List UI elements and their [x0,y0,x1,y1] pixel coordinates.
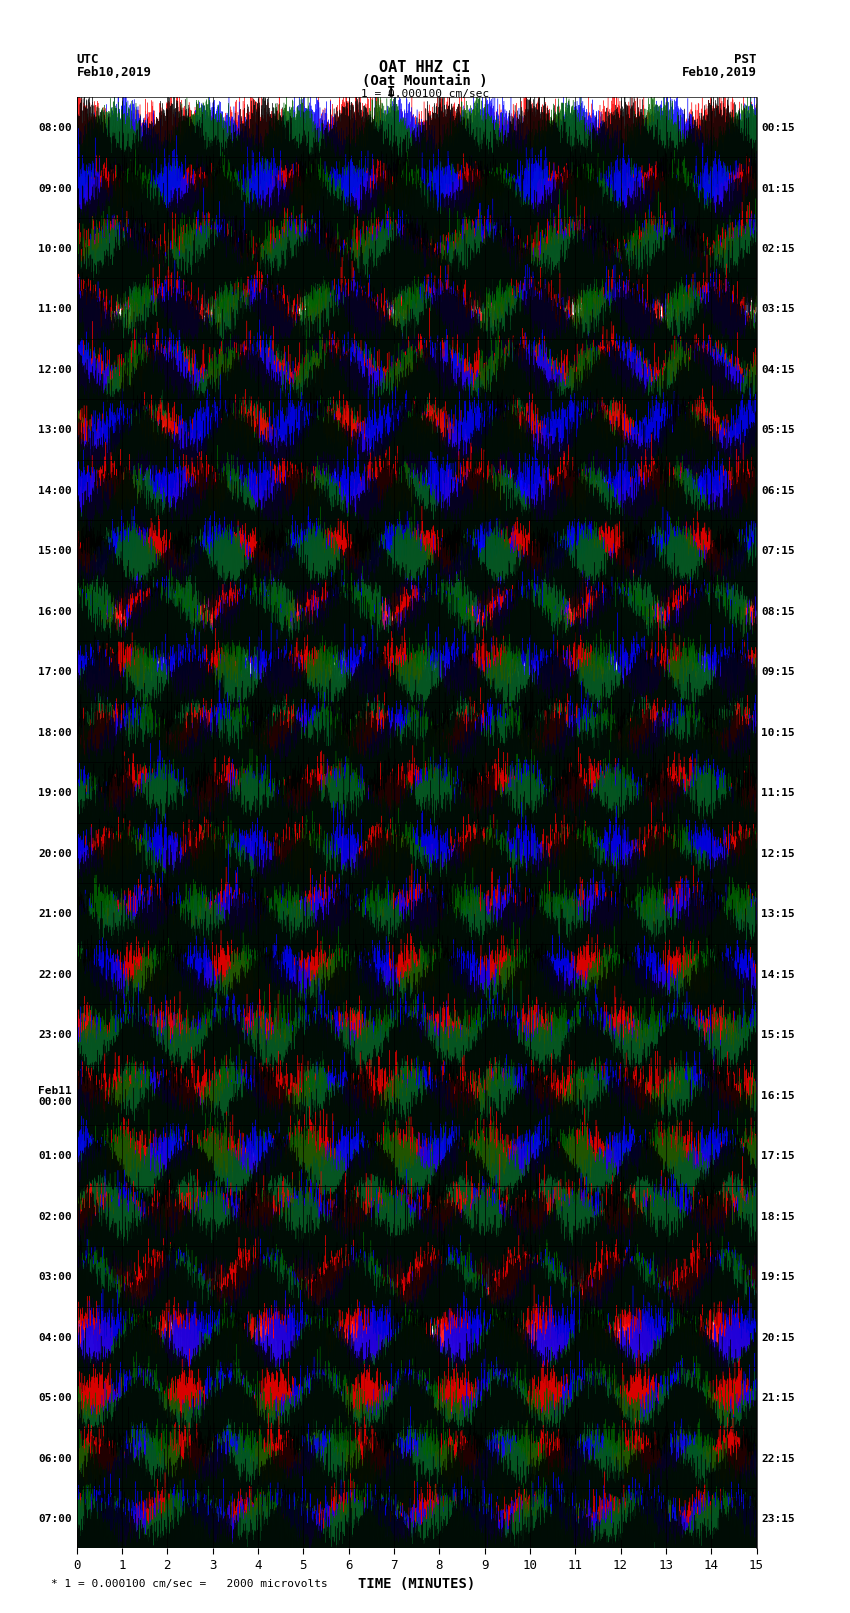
Text: (Oat Mountain ): (Oat Mountain ) [362,74,488,87]
Text: * 1 = 0.000100 cm/sec =   2000 microvolts: * 1 = 0.000100 cm/sec = 2000 microvolts [51,1579,328,1589]
Text: Feb10,2019: Feb10,2019 [682,66,756,79]
Text: I: I [387,85,395,98]
Text: OAT HHZ CI: OAT HHZ CI [379,60,471,76]
Text: UTC: UTC [76,53,99,66]
Text: Feb10,2019: Feb10,2019 [76,66,151,79]
Text: 1 = 0.000100 cm/sec: 1 = 0.000100 cm/sec [361,89,489,98]
X-axis label: TIME (MINUTES): TIME (MINUTES) [358,1578,475,1592]
Text: PST: PST [734,53,756,66]
